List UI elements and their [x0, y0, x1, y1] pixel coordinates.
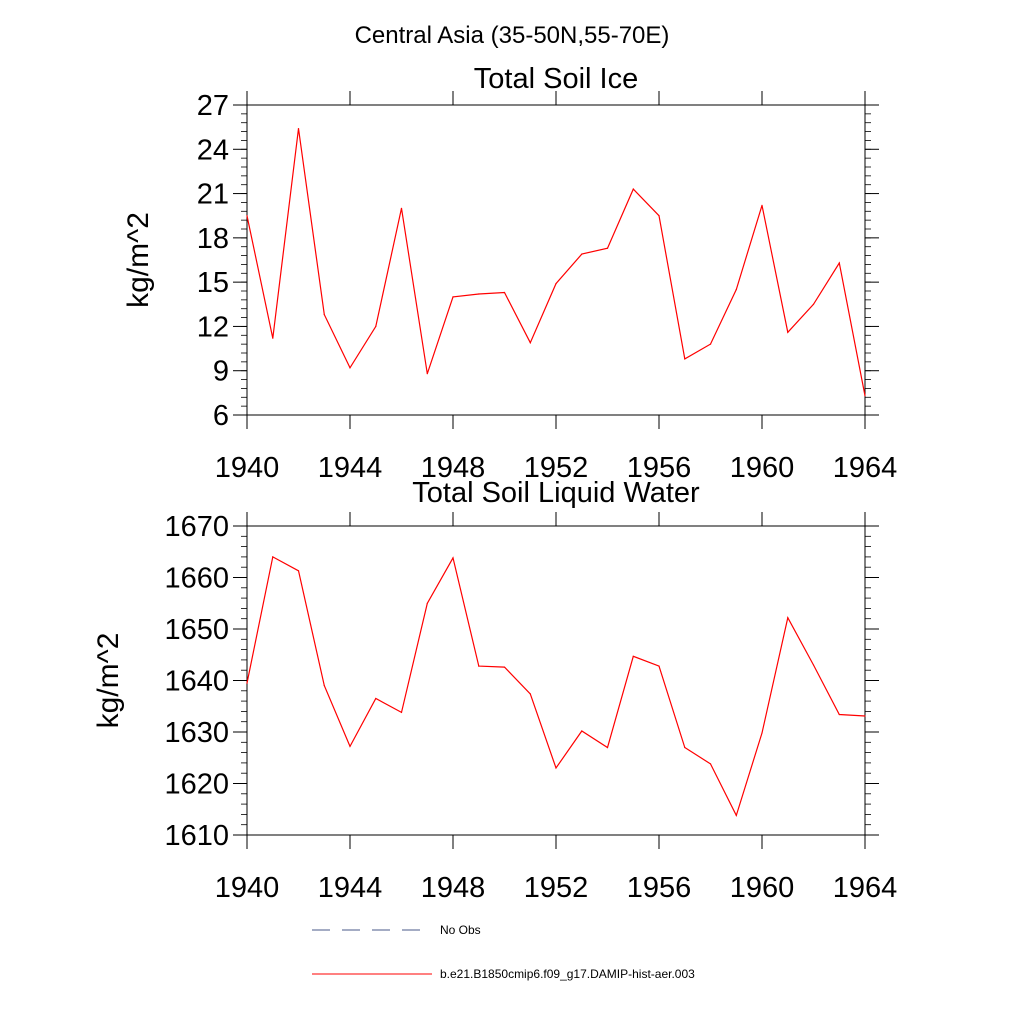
- liquid-xtick-label: 1956: [627, 872, 692, 904]
- ice-ytick-label: 24: [197, 134, 229, 166]
- soil-liquid-water-panel: Total Soil Liquid Water kg/m^2 1610 1620 163…: [92, 477, 897, 904]
- liquid-data-point: [658, 665, 660, 667]
- liquid-data-point: [375, 697, 377, 700]
- ice-data-point: [246, 215, 248, 217]
- ice-data-point: [735, 288, 737, 291]
- ice-data-point: [709, 343, 712, 345]
- ice-data-point: [503, 291, 506, 294]
- ice-data-point: [478, 293, 480, 295]
- liquid-data-point: [735, 814, 737, 817]
- legend: No Obs b.e21.B1850cmip6.f09_g17.DAMIP-hi…: [312, 923, 695, 981]
- liquid-data-point: [838, 713, 840, 716]
- ice-data-point: [684, 358, 686, 360]
- ice-xtick-label: 1956: [627, 452, 692, 484]
- ice-title: Total Soil Ice: [474, 63, 638, 95]
- liquid-ytick-label: 1630: [164, 717, 229, 749]
- liquid-xtick-label: 1944: [318, 872, 383, 904]
- ice-data-point: [606, 247, 609, 249]
- legend-model-label: b.e21.B1850cmip6.f09_g17.DAMIP-hist-aer.…: [440, 967, 695, 981]
- liquid-data-point: [812, 664, 815, 666]
- liquid-data-point: [426, 602, 428, 604]
- liquid-data-point: [684, 746, 686, 749]
- ice-xtick-label: 1960: [730, 452, 795, 484]
- figure-suptitle: Central Asia (35-50N,55-70E): [355, 22, 670, 49]
- liquid-ylabel: kg/m^2: [92, 633, 125, 729]
- liquid-data-point: [323, 685, 325, 687]
- liquid-data-point: [529, 693, 531, 695]
- liquid-data-point: [864, 715, 866, 717]
- ice-plot-frame: [246, 104, 866, 416]
- legend-no-obs-label: No Obs: [440, 923, 481, 937]
- ice-data-point: [838, 262, 840, 264]
- ice-ytick-label: 21: [197, 179, 229, 211]
- ice-ytick-label: 9: [213, 356, 229, 388]
- ice-data-point: [452, 296, 454, 298]
- ice-data-point: [658, 215, 660, 217]
- ice-data-point: [812, 303, 815, 305]
- liquid-ytick-label: 1610: [164, 820, 229, 852]
- ice-ytick-label: 27: [197, 90, 229, 122]
- liquid-plot-frame: [246, 525, 866, 836]
- liquid-data-point: [400, 711, 403, 714]
- ice-data-point: [529, 342, 531, 344]
- liquid-data-point: [555, 767, 557, 769]
- liquid-ytick-label: 1640: [164, 666, 229, 698]
- liquid-data-point: [709, 763, 712, 765]
- liquid-data-point: [297, 570, 300, 572]
- ice-data-point: [864, 395, 866, 397]
- ice-ytick-label: 15: [197, 267, 229, 299]
- liquid-data-point: [787, 617, 789, 619]
- liquid-data-point: [606, 746, 609, 749]
- ice-data-point: [272, 337, 274, 339]
- ice-data-point: [581, 253, 583, 255]
- ice-data-point: [375, 325, 377, 327]
- liquid-data-point: [452, 557, 454, 559]
- liquid-data-point: [246, 682, 248, 684]
- ice-xtick-label: 1944: [318, 452, 383, 484]
- soil-ice-panel: Total Soil Ice kg/m^2 6 9 12 15 18 21 24 27 1940 19…: [122, 63, 897, 484]
- ice-xtick-label: 1952: [524, 452, 589, 484]
- liquid-data-point: [349, 745, 351, 748]
- liquid-series-line-0: [246, 555, 866, 817]
- ice-data-point: [555, 283, 557, 285]
- ice-xtick-label: 1948: [421, 452, 486, 484]
- liquid-ytick-label: 1620: [164, 769, 229, 801]
- ice-series-line-0: [246, 128, 866, 396]
- liquid-xtick-label: 1948: [421, 872, 486, 904]
- ice-data-point: [297, 128, 300, 130]
- ice-data-point: [323, 314, 325, 316]
- liquid-data-point: [503, 666, 506, 668]
- ice-ytick-label: 6: [213, 400, 229, 432]
- liquid-data-point: [581, 730, 583, 732]
- liquid-xtick-label: 1952: [524, 872, 589, 904]
- ice-data-point: [632, 188, 634, 190]
- ice-data-point: [761, 204, 763, 206]
- liquid-xtick-label: 1964: [833, 872, 898, 904]
- ice-ylabel: kg/m^2: [122, 212, 155, 308]
- liquid-data-point: [761, 732, 763, 734]
- ice-data-point: [787, 331, 789, 333]
- liquid-xtick-label: 1940: [215, 872, 280, 904]
- liquid-ytick-label: 1670: [164, 511, 229, 543]
- liquid-xtick-label: 1960: [730, 872, 795, 904]
- ice-data-point: [426, 373, 428, 375]
- liquid-data-point: [478, 665, 480, 667]
- liquid-data-point: [272, 556, 274, 558]
- ice-ytick-label: 18: [197, 223, 229, 255]
- ice-xtick-label: 1940: [215, 452, 280, 484]
- ice-data-point: [349, 367, 351, 369]
- ice-data-point: [400, 207, 403, 209]
- liquid-title: Total Soil Liquid Water: [412, 477, 700, 509]
- liquid-data-point: [632, 655, 634, 657]
- liquid-ytick-label: 1650: [164, 614, 229, 646]
- liquid-ytick-label: 1660: [164, 563, 229, 595]
- ice-ytick-label: 12: [197, 311, 229, 343]
- ice-xtick-label: 1964: [833, 452, 898, 484]
